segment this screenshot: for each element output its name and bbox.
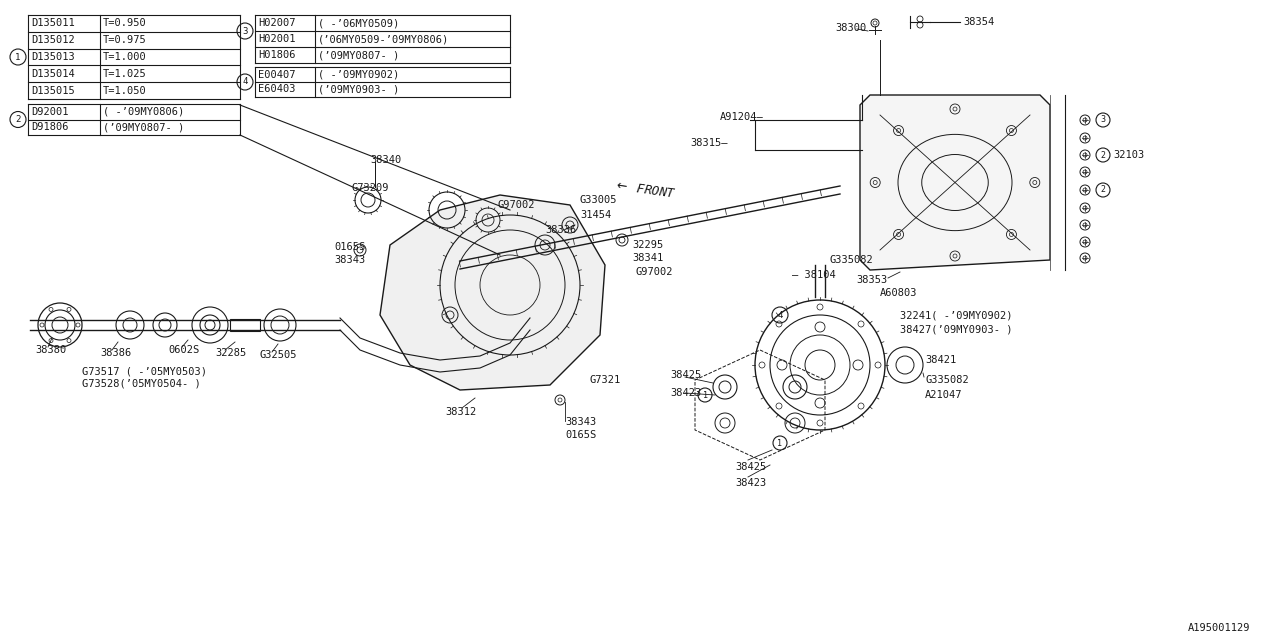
Text: A91204—: A91204— <box>719 112 764 122</box>
Text: 32241( -’09MY0902): 32241( -’09MY0902) <box>900 310 1012 320</box>
Text: 3: 3 <box>1101 115 1106 125</box>
Text: 38421: 38421 <box>925 355 956 365</box>
Text: 31454: 31454 <box>580 210 612 220</box>
Text: A60803: A60803 <box>881 288 918 298</box>
Text: 38427(’09MY0903- ): 38427(’09MY0903- ) <box>900 325 1012 335</box>
Text: 38386: 38386 <box>100 348 132 358</box>
Text: A195001129: A195001129 <box>1188 623 1251 633</box>
Text: ( -’06MY0509): ( -’06MY0509) <box>317 18 399 28</box>
Text: 32103: 32103 <box>1114 150 1144 160</box>
Text: T=1.050: T=1.050 <box>102 86 147 95</box>
Bar <box>230 319 260 331</box>
Text: (’09MY0903- ): (’09MY0903- ) <box>317 84 399 95</box>
Text: (’09MY0807- ): (’09MY0807- ) <box>102 122 184 132</box>
Text: 38343: 38343 <box>564 417 596 427</box>
Text: 38312: 38312 <box>445 407 476 417</box>
Text: 38425: 38425 <box>669 370 701 380</box>
Text: (’09MY0807- ): (’09MY0807- ) <box>317 50 399 60</box>
Text: 38336: 38336 <box>545 225 576 235</box>
Text: 38354: 38354 <box>963 17 995 27</box>
Text: 38380: 38380 <box>35 345 67 355</box>
Polygon shape <box>860 95 1050 270</box>
Text: 0602S: 0602S <box>168 345 200 355</box>
Text: 3: 3 <box>242 26 248 35</box>
Text: ( -’09MY0806): ( -’09MY0806) <box>102 107 184 116</box>
Text: T=1.000: T=1.000 <box>102 52 147 62</box>
Polygon shape <box>380 195 605 390</box>
Text: D91806: D91806 <box>31 122 69 132</box>
Text: D135013: D135013 <box>31 52 74 62</box>
Text: H02001: H02001 <box>259 34 296 44</box>
Text: G32505: G32505 <box>260 350 297 360</box>
Text: G73517 ( -’05MY0503): G73517 ( -’05MY0503) <box>82 367 207 377</box>
Text: E60403: E60403 <box>259 84 296 95</box>
Text: (’06MY0509-’09MY0806): (’06MY0509-’09MY0806) <box>317 34 449 44</box>
Text: 38425: 38425 <box>735 462 767 472</box>
Text: 4: 4 <box>777 310 782 319</box>
Text: — 38104: — 38104 <box>792 270 836 280</box>
Text: T=0.950: T=0.950 <box>102 19 147 28</box>
Text: ( -’09MY0902): ( -’09MY0902) <box>317 70 399 79</box>
Text: G7321: G7321 <box>590 375 621 385</box>
Text: 32285: 32285 <box>215 348 246 358</box>
Text: 1: 1 <box>777 438 782 447</box>
Text: T=0.975: T=0.975 <box>102 35 147 45</box>
Text: T=1.025: T=1.025 <box>102 68 147 79</box>
Text: 0165S: 0165S <box>564 430 596 440</box>
Text: 2: 2 <box>1101 150 1106 159</box>
Text: G33005: G33005 <box>580 195 617 205</box>
Text: E00407: E00407 <box>259 70 296 79</box>
Text: D92001: D92001 <box>31 107 69 116</box>
Text: D135012: D135012 <box>31 35 74 45</box>
Text: G335082: G335082 <box>829 255 874 265</box>
Text: G97002: G97002 <box>498 200 535 210</box>
Text: H02007: H02007 <box>259 18 296 28</box>
Text: D135014: D135014 <box>31 68 74 79</box>
Text: 0165S: 0165S <box>334 242 365 252</box>
Text: H01806: H01806 <box>259 50 296 60</box>
Text: 4: 4 <box>242 77 248 86</box>
Text: G97002: G97002 <box>635 267 672 277</box>
Text: 2: 2 <box>15 115 20 124</box>
Text: 38423: 38423 <box>669 388 701 398</box>
Text: $\leftarrow$ FRONT: $\leftarrow$ FRONT <box>613 179 677 201</box>
Text: G335082: G335082 <box>925 375 969 385</box>
Text: 1: 1 <box>15 52 20 61</box>
Text: 32295: 32295 <box>632 240 663 250</box>
Text: 38315—: 38315— <box>690 138 727 148</box>
Text: 38423: 38423 <box>735 478 767 488</box>
Text: 38343: 38343 <box>334 255 365 265</box>
Text: 1: 1 <box>703 390 708 399</box>
Text: 38353: 38353 <box>856 275 887 285</box>
Text: 38340: 38340 <box>370 155 401 165</box>
Text: 38341: 38341 <box>632 253 663 263</box>
Text: 2: 2 <box>1101 186 1106 195</box>
Text: D135011: D135011 <box>31 19 74 28</box>
Text: 38300: 38300 <box>835 23 867 33</box>
Text: G73209: G73209 <box>352 183 389 193</box>
Text: A21047: A21047 <box>925 390 963 400</box>
Text: D135015: D135015 <box>31 86 74 95</box>
Text: G73528(’05MY0504- ): G73528(’05MY0504- ) <box>82 379 201 389</box>
